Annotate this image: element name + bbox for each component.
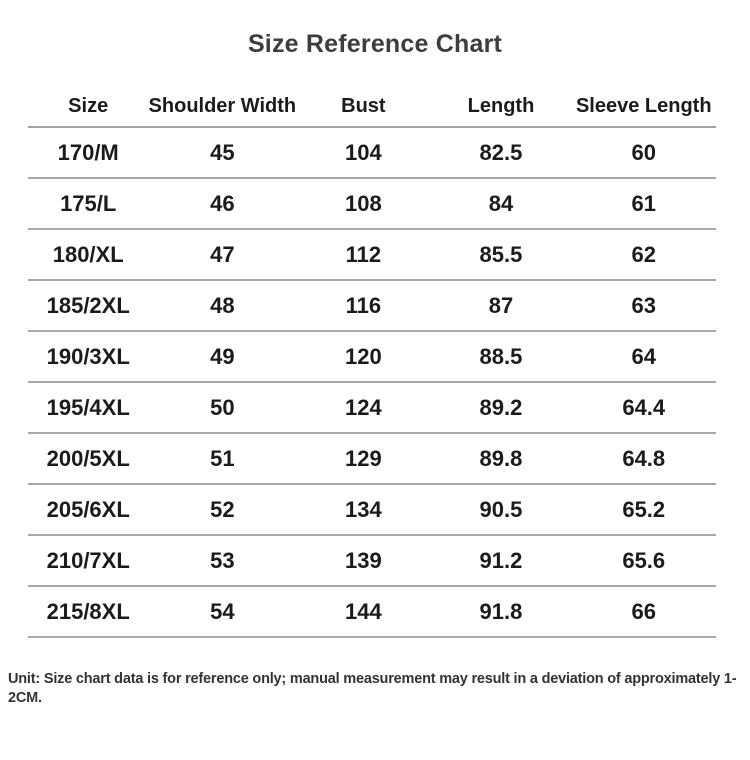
shoulder-width-cell: 45 (148, 127, 297, 179)
shoulder-width-cell: 48 (148, 280, 297, 332)
size-cell: 200/5XL (28, 433, 149, 485)
sleeve-length-cell: 60 (571, 127, 716, 179)
bust-cell: 112 (296, 229, 431, 281)
length-cell: 87 (430, 280, 572, 332)
size-cell: 195/4XL (28, 382, 149, 434)
size-cell: 170/M (28, 127, 149, 179)
column-header-size: Size (28, 86, 149, 128)
length-cell: 90.5 (430, 484, 572, 536)
shoulder-width-cell: 53 (148, 535, 297, 587)
table-row: 210/7XL 53 139 91.2 65.6 (28, 535, 716, 587)
column-header-bust: Bust (296, 86, 431, 128)
sleeve-length-cell: 64 (571, 331, 716, 383)
sleeve-length-cell: 63 (571, 280, 716, 332)
table-row: 200/5XL 51 129 89.8 64.8 (28, 433, 716, 485)
table-header-row: Size Shoulder Width Bust Length Sleeve L… (28, 86, 716, 128)
size-reference-table: Size Shoulder Width Bust Length Sleeve L… (28, 86, 716, 638)
bust-cell: 124 (296, 382, 431, 434)
length-cell: 85.5 (430, 229, 572, 281)
length-cell: 82.5 (430, 127, 572, 179)
sleeve-length-cell: 66 (571, 586, 716, 638)
bust-cell: 116 (296, 280, 431, 332)
shoulder-width-cell: 49 (148, 331, 297, 383)
bust-cell: 139 (296, 535, 431, 587)
shoulder-width-cell: 54 (148, 586, 297, 638)
size-cell: 180/XL (28, 229, 149, 281)
size-cell: 205/6XL (28, 484, 149, 536)
shoulder-width-cell: 52 (148, 484, 297, 536)
table-row: 215/8XL 54 144 91.8 66 (28, 586, 716, 638)
sleeve-length-cell: 62 (571, 229, 716, 281)
column-header-shoulder-width: Shoulder Width (148, 86, 297, 128)
length-cell: 91.2 (430, 535, 572, 587)
unit-disclaimer-note: Unit: Size chart data is for reference o… (8, 671, 737, 706)
length-cell: 91.8 (430, 586, 572, 638)
table-row: 180/XL 47 112 85.5 62 (28, 229, 716, 281)
page-title: Size Reference Chart (247, 30, 503, 58)
sleeve-length-cell: 65.2 (571, 484, 716, 536)
shoulder-width-cell: 46 (148, 178, 297, 230)
column-header-length: Length (430, 86, 572, 128)
size-cell: 185/2XL (28, 280, 149, 332)
table-row: 170/M 45 104 82.5 60 (28, 127, 716, 179)
sleeve-length-cell: 64.4 (571, 382, 716, 434)
column-header-sleeve-length: Sleeve Length (571, 86, 716, 128)
size-cell: 175/L (28, 178, 149, 230)
table-row: 205/6XL 52 134 90.5 65.2 (28, 484, 716, 536)
table-row: 175/L 46 108 84 61 (28, 178, 716, 230)
table-row: 190/3XL 49 120 88.5 64 (28, 331, 716, 383)
sleeve-length-cell: 61 (571, 178, 716, 230)
bust-cell: 144 (296, 586, 431, 638)
sleeve-length-cell: 65.6 (571, 535, 716, 587)
bust-cell: 134 (296, 484, 431, 536)
length-cell: 89.8 (430, 433, 572, 485)
size-cell: 215/8XL (28, 586, 149, 638)
length-cell: 84 (430, 178, 572, 230)
size-cell: 190/3XL (28, 331, 149, 383)
table-row: 185/2XL 48 116 87 63 (28, 280, 716, 332)
shoulder-width-cell: 51 (148, 433, 297, 485)
bust-cell: 108 (296, 178, 431, 230)
size-chart-page: { "title": "Size Reference Chart", "char… (0, 30, 750, 760)
shoulder-width-cell: 50 (148, 382, 297, 434)
sleeve-length-cell: 64.8 (571, 433, 716, 485)
table-row: 195/4XL 50 124 89.2 64.4 (28, 382, 716, 434)
bust-cell: 129 (296, 433, 431, 485)
bust-cell: 104 (296, 127, 431, 179)
length-cell: 89.2 (430, 382, 572, 434)
size-cell: 210/7XL (28, 535, 149, 587)
bust-cell: 120 (296, 331, 431, 383)
length-cell: 88.5 (430, 331, 572, 383)
shoulder-width-cell: 47 (148, 229, 297, 281)
